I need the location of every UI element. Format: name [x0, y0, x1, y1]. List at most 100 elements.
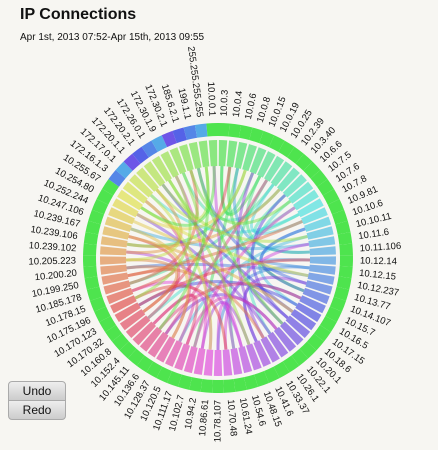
- inner-arc: [165, 340, 183, 367]
- outer-arc: [337, 232, 353, 245]
- inner-arc: [309, 256, 336, 265]
- inner-arc: [203, 349, 214, 376]
- outer-arc: [83, 243, 97, 256]
- inner-arc: [295, 302, 322, 322]
- chord: [129, 169, 199, 285]
- inner-arc: [264, 155, 285, 182]
- chord: [243, 275, 307, 343]
- chord: [138, 258, 311, 307]
- inner-arc: [218, 140, 228, 167]
- inner-arc: [183, 346, 198, 374]
- outer-arc: [102, 179, 119, 196]
- inner-arc: [108, 207, 135, 225]
- inner-arc: [249, 147, 267, 175]
- chord: [258, 227, 306, 307]
- inner-arc: [125, 315, 151, 339]
- inner-arc: [104, 216, 132, 232]
- node-label: 10.12.15: [359, 268, 397, 283]
- outer-arc: [273, 361, 290, 379]
- chord: [259, 227, 306, 293]
- undo-button[interactable]: Undo: [8, 381, 66, 401]
- redo-button[interactable]: Redo: [8, 400, 66, 420]
- outer-arc: [268, 135, 285, 152]
- inner-arc: [188, 141, 202, 169]
- inner-arc: [198, 140, 210, 168]
- chord: [134, 284, 228, 350]
- outer-arc: [317, 179, 334, 196]
- outer-arc: [146, 361, 163, 379]
- outer-arc: [127, 348, 145, 366]
- chord: [185, 295, 278, 346]
- outer-arc: [228, 123, 242, 138]
- chord: [216, 265, 310, 351]
- outer-arc: [303, 161, 321, 179]
- outer-arc: [223, 378, 236, 393]
- chord: [250, 193, 289, 320]
- outer-arc: [132, 146, 149, 164]
- chord: [128, 234, 181, 320]
- node-label: 10.70.48: [225, 399, 239, 437]
- chord: [127, 220, 304, 278]
- chord: [142, 166, 232, 313]
- inner-arc: [160, 151, 179, 178]
- inner-arc: [103, 280, 131, 295]
- chord: [193, 167, 240, 348]
- chord: [245, 175, 310, 254]
- chord: [126, 262, 309, 278]
- outer-arc: [200, 378, 213, 393]
- outer-arc: [299, 341, 317, 359]
- chord: [212, 166, 236, 349]
- chord: [155, 166, 210, 221]
- node-label: 10.94.2: [183, 397, 199, 430]
- outer-arc: [189, 377, 203, 392]
- outer-arc: [99, 315, 117, 333]
- inner-arc: [100, 236, 128, 248]
- outer-arc: [183, 124, 198, 141]
- title: IP Connections: [20, 6, 137, 23]
- chord: [220, 166, 255, 216]
- outer-arc: [295, 153, 313, 171]
- outer-arc: [336, 276, 352, 290]
- chord: [167, 179, 251, 346]
- inner-arc: [100, 246, 127, 256]
- outer-arc: [313, 324, 331, 342]
- inner-arc: [234, 141, 248, 169]
- inner-arc: [110, 295, 137, 314]
- inner-arc: [297, 198, 324, 218]
- inner-arc: [100, 256, 127, 265]
- chord: [242, 283, 302, 343]
- chord: [130, 227, 190, 339]
- outer-arc: [119, 341, 137, 359]
- inner-arc: [102, 226, 130, 240]
- inner-arc: [238, 346, 253, 374]
- outer-arc: [329, 296, 347, 312]
- outer-arc: [322, 188, 340, 205]
- chord: [126, 169, 247, 248]
- chord: [129, 183, 275, 285]
- inner-arc: [282, 174, 307, 198]
- outer-arc: [339, 255, 353, 267]
- inner-arc: [285, 315, 311, 339]
- outer-arc: [333, 286, 350, 301]
- chord: [152, 293, 199, 346]
- inner-arc: [143, 161, 166, 187]
- inner-arc: [305, 280, 333, 295]
- chord: [228, 179, 269, 349]
- chord: [138, 280, 298, 307]
- chord: [126, 188, 183, 255]
- inner-arc: [290, 309, 317, 331]
- inner-arc: [270, 161, 293, 187]
- outer-arc: [218, 123, 230, 137]
- outer-arc: [331, 209, 348, 225]
- chord: [130, 227, 310, 251]
- inner-arc: [222, 349, 233, 376]
- outer-arc: [86, 286, 103, 301]
- outer-arc: [84, 276, 100, 290]
- inner-arc: [114, 302, 141, 322]
- outer-arc: [325, 306, 342, 323]
- outer-arc: [291, 348, 309, 366]
- inner-arc: [112, 198, 139, 218]
- inner-arc: [277, 167, 300, 192]
- inner-arc: [208, 140, 218, 167]
- outer-arc: [172, 127, 187, 144]
